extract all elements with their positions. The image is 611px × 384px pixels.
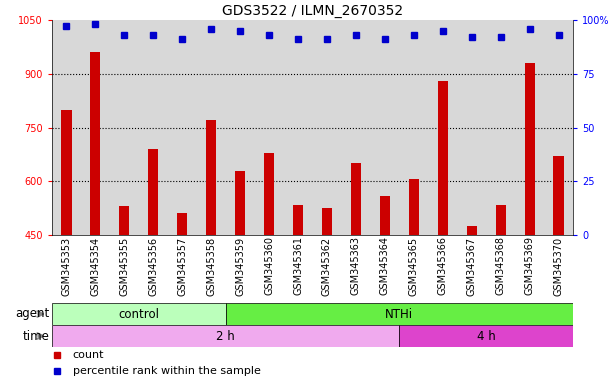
Bar (110, 20, 139, 235)
Bar (225, 303, 573, 325)
Bar (197, 20, 225, 235)
Bar (351, 163, 361, 235)
Bar (496, 205, 506, 235)
Bar (119, 206, 130, 235)
Bar (52, 325, 400, 347)
Bar (81, 20, 110, 235)
Bar (177, 214, 188, 235)
Text: GDS3522 / ILMN_2670352: GDS3522 / ILMN_2670352 (222, 4, 403, 18)
Text: 2 h: 2 h (216, 329, 235, 343)
Bar (284, 20, 312, 235)
Bar (486, 20, 515, 235)
Text: 4 h: 4 h (477, 329, 496, 343)
Bar (428, 20, 457, 235)
Text: time: time (23, 329, 50, 343)
Bar (437, 81, 448, 235)
Bar (293, 205, 303, 235)
Bar (467, 226, 477, 235)
Bar (457, 20, 486, 235)
Bar (554, 156, 563, 235)
Bar (62, 109, 71, 235)
Bar (264, 152, 274, 235)
Bar (342, 20, 370, 235)
Bar (400, 325, 573, 347)
Bar (524, 63, 535, 235)
Bar (52, 20, 81, 235)
Text: count: count (73, 350, 104, 360)
Bar (370, 20, 400, 235)
Bar (90, 52, 100, 235)
Bar (409, 179, 419, 235)
Bar (52, 303, 225, 325)
Bar (322, 208, 332, 235)
Bar (380, 195, 390, 235)
Bar (400, 20, 428, 235)
Bar (168, 20, 197, 235)
Bar (206, 120, 216, 235)
Text: NTHi: NTHi (386, 308, 414, 321)
Text: agent: agent (16, 308, 50, 321)
Bar (255, 20, 284, 235)
Bar (544, 20, 573, 235)
Bar (515, 20, 544, 235)
Text: control: control (119, 308, 159, 321)
Bar (139, 20, 168, 235)
Bar (235, 170, 245, 235)
Bar (225, 20, 255, 235)
Bar (312, 20, 342, 235)
Bar (148, 149, 158, 235)
Text: percentile rank within the sample: percentile rank within the sample (73, 366, 261, 376)
